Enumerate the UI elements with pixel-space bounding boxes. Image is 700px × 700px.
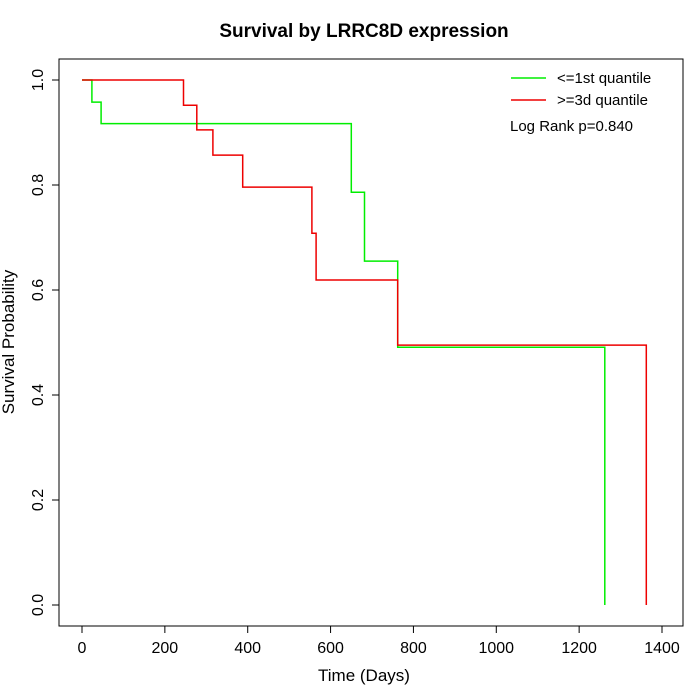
x-tick-label: 600: [317, 640, 344, 657]
x-tick-label: 1000: [478, 640, 514, 657]
x-axis: 0 200 400 600 800 1000 1200 1400: [78, 625, 680, 657]
log-rank-annotation: Log Rank p=0.840: [510, 118, 633, 135]
x-tick-label: 200: [152, 640, 179, 657]
y-axis-label: Survival Probability: [0, 269, 18, 414]
x-axis-label: Time (Days): [318, 666, 410, 685]
y-tick-label: 0.6: [30, 279, 47, 301]
chart-title: Survival by LRRC8D expression: [219, 21, 508, 42]
y-axis: 0.0 0.2 0.4 0.6 0.8 1.0: [30, 69, 60, 616]
y-tick-label: 0.4: [30, 384, 47, 406]
x-tick-label: 1400: [644, 640, 680, 657]
series-line-high-quantile: [82, 79, 648, 605]
x-tick-label: 400: [234, 640, 261, 657]
y-tick-label: 1.0: [30, 69, 47, 91]
y-tick-label: 0.8: [30, 174, 47, 196]
x-tick-label: 800: [400, 640, 427, 657]
legend-label-high: >=3d quantile: [557, 92, 648, 109]
y-tick-label: 0.2: [30, 489, 47, 511]
series-layer: [82, 79, 648, 605]
y-tick-label: 0.0: [30, 594, 47, 616]
x-tick-label: 0: [78, 640, 87, 657]
series-line-low-quantile: [82, 79, 606, 605]
x-tick-label: 1200: [561, 640, 597, 657]
legend-label-low: <=1st quantile: [557, 70, 651, 87]
plot-frame: [58, 58, 684, 627]
legend: <=1st quantile >=3d quantile: [511, 70, 651, 109]
